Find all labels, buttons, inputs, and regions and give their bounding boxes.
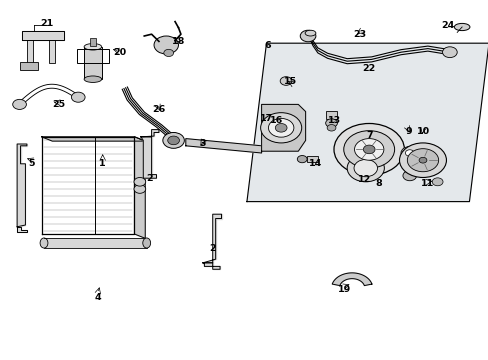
Circle shape [71,92,85,102]
Polygon shape [134,137,145,238]
Text: 2: 2 [209,244,216,253]
Text: 13: 13 [328,116,341,125]
Text: 16: 16 [269,116,283,125]
Text: 7: 7 [365,130,372,139]
Text: 14: 14 [308,159,322,168]
Polygon shape [17,227,27,232]
Text: 21: 21 [40,19,53,28]
Circle shape [297,156,306,163]
Circle shape [300,30,315,42]
Polygon shape [17,144,27,227]
Text: 1: 1 [99,159,106,168]
Circle shape [442,47,456,58]
Circle shape [400,147,418,159]
Text: 18: 18 [171,37,185,46]
Circle shape [399,143,446,177]
Polygon shape [261,104,305,151]
Circle shape [343,131,394,168]
Text: 23: 23 [352,30,365,39]
Polygon shape [41,137,145,141]
Ellipse shape [142,238,150,248]
Ellipse shape [305,30,315,36]
Bar [44,238,146,248]
Bar [77,49,108,63]
Bar [49,40,55,63]
Text: 9: 9 [404,127,411,136]
Ellipse shape [40,238,48,248]
Circle shape [13,99,26,109]
Circle shape [275,123,286,132]
Text: 10: 10 [416,127,428,136]
Text: 25: 25 [52,100,65,109]
Polygon shape [203,263,220,269]
Circle shape [134,185,145,193]
Bar [84,47,102,79]
Text: 22: 22 [362,64,375,73]
Circle shape [333,123,404,175]
Text: 3: 3 [199,139,206,148]
Circle shape [268,118,293,137]
Text: 11: 11 [420,179,434,188]
Ellipse shape [84,44,102,50]
Bar [306,156,317,162]
Circle shape [167,136,179,145]
Polygon shape [331,273,371,285]
Circle shape [325,119,337,127]
Bar [90,38,96,46]
Circle shape [416,150,425,156]
Circle shape [154,36,178,54]
Bar [325,111,337,119]
Circle shape [163,49,173,57]
Text: 26: 26 [152,105,165,114]
Text: 17: 17 [259,114,273,123]
Polygon shape [141,137,156,178]
Polygon shape [22,31,63,40]
Circle shape [134,177,145,186]
Text: 24: 24 [440,21,453,30]
Text: 19: 19 [337,285,351,294]
Circle shape [260,113,301,143]
Circle shape [412,147,429,159]
Ellipse shape [84,76,102,82]
Circle shape [407,149,438,172]
Text: 8: 8 [375,179,382,188]
Circle shape [431,178,442,186]
Text: 20: 20 [113,48,126,57]
Polygon shape [246,43,488,202]
Circle shape [363,145,374,154]
Circle shape [346,154,384,182]
Circle shape [280,77,291,85]
Circle shape [163,132,184,148]
Text: 5: 5 [28,159,35,168]
Text: 4: 4 [94,292,101,302]
Circle shape [353,159,377,177]
Text: 6: 6 [264,40,271,49]
Polygon shape [203,214,221,263]
Circle shape [402,171,416,181]
Text: 2: 2 [145,174,152,183]
Text: 12: 12 [357,175,370,184]
Polygon shape [185,139,261,153]
Text: 15: 15 [284,77,297,85]
Circle shape [418,157,426,163]
Circle shape [326,125,335,131]
Circle shape [405,150,413,156]
Polygon shape [141,130,159,137]
Bar [27,40,33,63]
Circle shape [354,139,383,160]
Ellipse shape [453,23,469,31]
Bar [20,62,38,70]
